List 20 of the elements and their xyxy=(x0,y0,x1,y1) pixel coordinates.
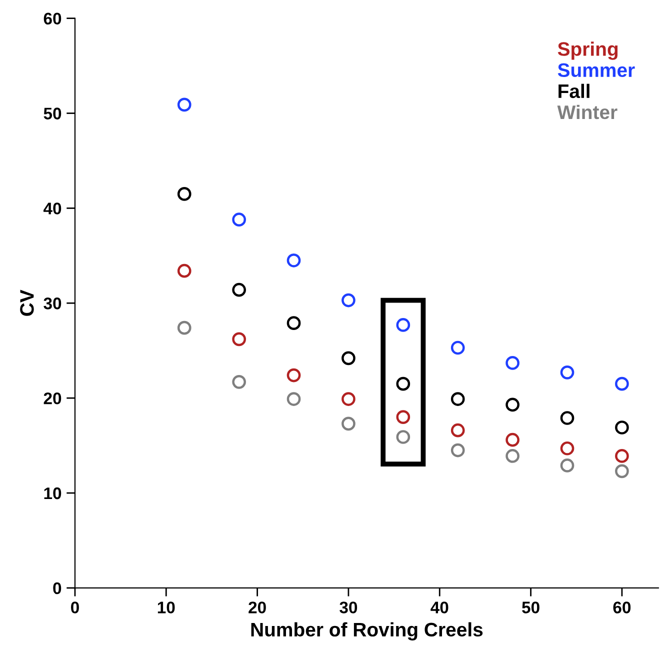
text: Spring xyxy=(558,42,618,60)
x-tick-label: 50 xyxy=(522,602,540,614)
y-tick-label: 30 xyxy=(44,298,62,310)
y-tick-label: 10 xyxy=(44,487,62,500)
y-tick-label: 50 xyxy=(44,108,62,120)
x-tick-label: 10 xyxy=(158,602,175,614)
x-tick-label: 0 xyxy=(71,602,79,614)
y-tick-label: 20 xyxy=(44,392,62,404)
x-tick-label: 20 xyxy=(248,602,266,614)
text: Winter xyxy=(557,104,618,120)
x-tick-label: 40 xyxy=(430,602,448,614)
y-tick-label: 60 xyxy=(44,12,62,25)
text: Fall xyxy=(558,84,590,98)
y-tick-label: 0 xyxy=(53,582,62,594)
x-tick-label: 60 xyxy=(613,602,631,614)
y-axis-title: CV xyxy=(20,290,34,316)
x-axis-title: Number of Roving Creels xyxy=(251,622,483,640)
text: Summer xyxy=(558,63,635,78)
y-tick-label: 40 xyxy=(44,202,62,214)
x-tick-label: 30 xyxy=(340,602,358,614)
